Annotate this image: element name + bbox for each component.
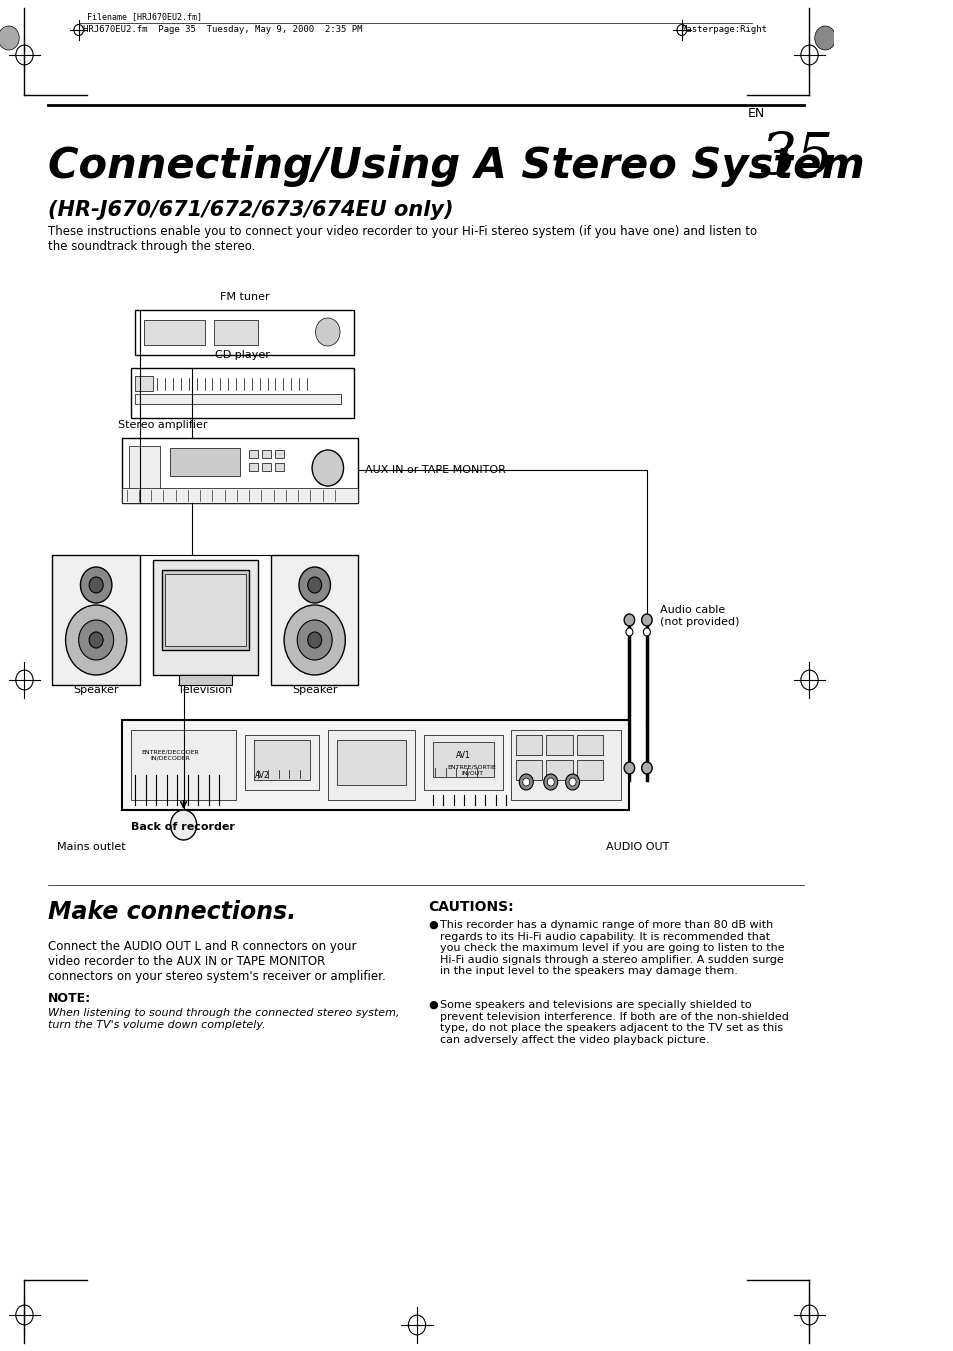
Circle shape <box>298 567 330 603</box>
Circle shape <box>623 762 634 774</box>
Text: ENTREE/DECODER
IN/DECODER: ENTREE/DECODER IN/DECODER <box>141 750 199 761</box>
Circle shape <box>814 26 835 50</box>
Circle shape <box>0 26 19 50</box>
Text: Connecting/Using A Stereo System: Connecting/Using A Stereo System <box>48 145 864 186</box>
Bar <box>131 730 235 800</box>
Text: AV2: AV2 <box>254 770 270 780</box>
Text: AUDIO OUT: AUDIO OUT <box>606 842 669 852</box>
Text: This recorder has a dynamic range of more than 80 dB with
regards to its Hi-Fi a: This recorder has a dynamic range of mor… <box>439 920 783 977</box>
Circle shape <box>641 613 652 626</box>
Circle shape <box>315 317 339 346</box>
Circle shape <box>569 778 576 786</box>
Text: ●: ● <box>428 1000 437 1011</box>
Bar <box>135 376 152 390</box>
Circle shape <box>625 628 632 636</box>
Circle shape <box>312 450 343 486</box>
Text: HRJ670EU2.fm  Page 35  Tuesday, May 9, 2000  2:35 PM: HRJ670EU2.fm Page 35 Tuesday, May 9, 200… <box>83 26 362 34</box>
Circle shape <box>89 632 103 648</box>
Circle shape <box>308 632 321 648</box>
Circle shape <box>78 620 113 661</box>
Bar <box>423 735 502 790</box>
Circle shape <box>522 778 529 786</box>
Bar <box>52 555 140 685</box>
Circle shape <box>565 774 579 790</box>
Bar <box>336 740 406 785</box>
Bar <box>162 570 249 650</box>
Text: EN: EN <box>746 107 764 120</box>
Bar <box>577 735 602 755</box>
Bar <box>511 730 620 800</box>
Text: ENTREE/SORTIE
IN/OUT: ENTREE/SORTIE IN/OUT <box>447 765 496 775</box>
Circle shape <box>518 774 533 790</box>
Text: CAUTIONS:: CAUTIONS: <box>428 900 514 915</box>
Circle shape <box>66 605 127 676</box>
Bar <box>516 761 541 780</box>
Bar <box>271 555 358 685</box>
Bar <box>275 450 284 458</box>
Bar <box>262 463 271 471</box>
Text: Connect the AUDIO OUT L and R connectors on your
video recorder to the AUX IN or: Connect the AUDIO OUT L and R connectors… <box>48 940 385 984</box>
Text: Mains outlet: Mains outlet <box>57 842 125 852</box>
Text: Audio cable
(not provided): Audio cable (not provided) <box>659 605 739 627</box>
Circle shape <box>641 762 652 774</box>
Bar <box>135 309 354 355</box>
Bar <box>122 438 358 503</box>
Bar <box>122 720 629 811</box>
Bar <box>577 761 602 780</box>
Bar <box>214 320 257 345</box>
Text: These instructions enable you to connect your video recorder to your Hi-Fi stere: These instructions enable you to connect… <box>48 226 757 253</box>
Bar <box>135 394 340 404</box>
Bar <box>174 817 193 832</box>
Circle shape <box>284 605 345 676</box>
Text: ●: ● <box>428 920 437 929</box>
Bar <box>275 463 284 471</box>
Text: NOTE:: NOTE: <box>48 992 91 1005</box>
Circle shape <box>80 567 112 603</box>
Bar <box>253 740 310 780</box>
Text: AV1: AV1 <box>456 751 470 759</box>
Bar <box>130 446 160 494</box>
Bar <box>171 449 240 476</box>
Text: (HR-J670/671/672/673/674EU only): (HR-J670/671/672/673/674EU only) <box>48 200 453 220</box>
Text: 35: 35 <box>758 130 832 186</box>
Text: When listening to sound through the connected stereo system,
turn the TV's volum: When listening to sound through the conn… <box>48 1008 399 1029</box>
Text: Make connections.: Make connections. <box>48 900 296 924</box>
Text: AUX IN or TAPE MONITOR: AUX IN or TAPE MONITOR <box>365 465 506 476</box>
Bar <box>144 320 205 345</box>
Text: Back of recorder: Back of recorder <box>131 821 234 832</box>
Circle shape <box>308 577 321 593</box>
Bar <box>179 676 232 685</box>
Text: Some speakers and televisions are specially shielded to
prevent television inter: Some speakers and televisions are specia… <box>439 1000 788 1044</box>
Bar <box>546 735 572 755</box>
Bar <box>262 450 271 458</box>
Text: FM tuner: FM tuner <box>220 292 270 303</box>
Bar <box>122 488 358 503</box>
Bar <box>165 574 245 646</box>
Circle shape <box>171 811 196 840</box>
Bar <box>546 761 572 780</box>
Circle shape <box>642 628 650 636</box>
Text: Speaker: Speaker <box>292 685 337 694</box>
Text: Filename [HRJ670EU2.fm]: Filename [HRJ670EU2.fm] <box>88 12 202 22</box>
Bar <box>516 735 541 755</box>
Bar <box>131 367 354 417</box>
Circle shape <box>543 774 558 790</box>
Circle shape <box>547 778 554 786</box>
Bar <box>433 742 494 777</box>
Bar <box>245 735 318 790</box>
Bar <box>249 450 257 458</box>
Bar <box>249 463 257 471</box>
Circle shape <box>297 620 332 661</box>
Text: Speaker: Speaker <box>73 685 119 694</box>
Text: CD player: CD player <box>214 350 270 359</box>
Text: Stereo amplifier: Stereo amplifier <box>118 420 208 430</box>
Bar <box>152 561 257 676</box>
Bar <box>328 730 415 800</box>
Circle shape <box>623 613 634 626</box>
Circle shape <box>89 577 103 593</box>
Text: Masterpage:Right: Masterpage:Right <box>681 26 767 34</box>
Text: Television: Television <box>178 685 233 694</box>
